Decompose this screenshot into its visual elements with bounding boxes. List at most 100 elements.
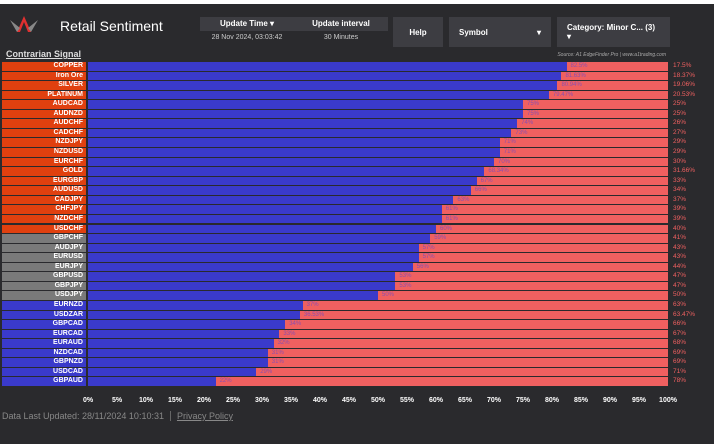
long-bar [88, 243, 419, 253]
long-percent: 57% [422, 244, 435, 251]
long-bar [88, 167, 485, 176]
symbol-label[interactable]: CADCHF [2, 128, 86, 138]
symbol-label[interactable]: GBPNZD [2, 358, 86, 367]
x-tick-label: 50% [370, 397, 386, 404]
symbol-label[interactable]: AUDUSD [2, 186, 86, 195]
symbol-label[interactable]: NZDUSD [2, 148, 86, 157]
symbol-label[interactable]: CADJPY [2, 195, 86, 205]
table-row: AUDCAD 75% 25% [0, 100, 714, 110]
symbol-label[interactable]: PLATINUM [2, 90, 86, 100]
long-percent: 50% [382, 292, 395, 299]
symbol-label[interactable]: NZDCHF [2, 214, 86, 224]
symbol-label[interactable]: COPPER [2, 62, 86, 71]
table-row: EURCHF 70% 30% [0, 157, 714, 168]
long-bar [88, 128, 512, 138]
short-bar: 59% [88, 234, 668, 243]
chevron-down-icon: ▾ [536, 27, 541, 37]
short-bar: 67% [88, 176, 668, 186]
long-bar [88, 358, 268, 367]
symbol-label[interactable]: EURJPY [2, 262, 86, 272]
source-note: Source: A1 EdgeFinder Pro | www.a1tradin… [557, 52, 666, 58]
short-bar: 79.47% [88, 90, 668, 100]
short-bar: 33% [88, 329, 668, 339]
symbol-label[interactable]: EURCHF [2, 157, 86, 167]
symbol-label[interactable]: USDZAR [2, 310, 86, 320]
table-row: AUDCHF 74% 26% [0, 119, 714, 129]
contrarian-signal-link[interactable]: Contrarian Signal [6, 49, 82, 59]
long-percent: 37% [306, 302, 319, 308]
symbol-label[interactable]: EURNZD [2, 301, 86, 310]
symbol-label[interactable]: SILVER [2, 81, 86, 90]
symbol-label[interactable]: EURAUD [2, 339, 86, 348]
update-time-sort[interactable]: Update Time ▾ [219, 19, 275, 28]
symbol-label[interactable]: AUDCAD [2, 100, 86, 109]
long-bar [88, 320, 286, 329]
symbol-label[interactable]: CHFJPY [2, 205, 86, 214]
symbol-label[interactable]: NZDJPY [2, 138, 86, 147]
symbol-label[interactable]: Iron Ore [2, 71, 86, 81]
short-bar: 74% [88, 119, 668, 128]
symbol-label[interactable]: EURCAD [2, 329, 86, 339]
x-tick-label: 80% [544, 397, 560, 404]
long-percent: 71% [503, 139, 516, 146]
long-percent: 74% [521, 120, 534, 127]
table-row: NZDJPY 71% 29% [0, 138, 714, 148]
table-row: GBPCHF 59% 41% [0, 234, 714, 244]
symbol-label[interactable]: GOLD [2, 167, 86, 176]
short-percent: 25% [673, 100, 687, 108]
long-bar [88, 272, 396, 281]
short-percent: 50% [673, 291, 687, 299]
category-dropdown[interactable]: Category: Minor C... (3) ▾ [557, 17, 670, 47]
help-button[interactable]: Help [393, 17, 443, 47]
privacy-policy-link[interactable]: Privacy Policy [169, 411, 233, 421]
table-row: EURUSD 57% 43% [0, 253, 714, 263]
x-tick-label: 40% [312, 397, 328, 404]
table-row: NZDUSD 71% 29% [0, 148, 714, 158]
table-row: USDJPY 50% 50% [0, 291, 714, 301]
long-percent: 61% [445, 215, 458, 222]
symbol-label[interactable]: AUDJPY [2, 243, 86, 253]
short-bar: 22% [88, 377, 668, 386]
long-bar [88, 205, 442, 214]
short-bar: 73% [88, 128, 668, 138]
symbol-label[interactable]: GBPCAD [2, 320, 86, 329]
table-row: CADJPY 63% 37% [0, 195, 714, 206]
short-bar: 34% [88, 320, 668, 329]
short-bar: 50% [88, 291, 668, 300]
symbol-label[interactable]: NZDCAD [2, 348, 86, 358]
footer: Data Last Updated: 28/11/2024 10:10:31 Pr… [2, 411, 233, 421]
symbol-label[interactable]: GBPUSD [2, 272, 86, 281]
update-time-value: 28 Nov 2024, 03:03:42 [211, 34, 283, 41]
symbol-label[interactable]: USDCHF [2, 224, 86, 234]
short-percent: 39% [673, 205, 687, 213]
short-bar: 66% [88, 186, 668, 195]
symbol-label[interactable]: GBPCHF [2, 234, 86, 243]
short-bar: 82.5% [88, 62, 668, 71]
short-percent: 29% [673, 138, 687, 146]
symbol-label[interactable]: AUDCHF [2, 119, 86, 128]
long-bar [88, 348, 268, 358]
symbol-label[interactable]: AUDNZD [2, 109, 86, 119]
long-bar [88, 71, 562, 81]
table-row: AUDJPY 57% 43% [0, 243, 714, 254]
x-tick-label: 0% [82, 397, 94, 404]
long-bar [88, 90, 549, 100]
symbol-label[interactable]: EURUSD [2, 253, 86, 262]
long-bar [88, 138, 500, 147]
symbol-label[interactable]: USDCAD [2, 367, 86, 377]
short-percent: 40% [673, 224, 687, 232]
short-percent: 47% [673, 272, 687, 280]
symbol-label[interactable]: USDJPY [2, 291, 86, 300]
short-bar: 71% [88, 148, 668, 157]
short-percent: 69% [673, 348, 687, 356]
symbol-dropdown[interactable]: Symbol ▾ [449, 17, 551, 47]
short-bar: 29% [88, 367, 668, 377]
symbol-label[interactable]: GBPJPY [2, 281, 86, 291]
short-bar: 63% [88, 195, 668, 205]
short-percent: 25% [673, 109, 687, 117]
symbol-label[interactable]: GBPAUD [2, 377, 86, 386]
table-row: USDZAR 36.53% 63.47% [0, 310, 714, 321]
long-bar [88, 214, 442, 224]
long-bar [88, 339, 274, 348]
symbol-label[interactable]: EURGBP [2, 176, 86, 186]
